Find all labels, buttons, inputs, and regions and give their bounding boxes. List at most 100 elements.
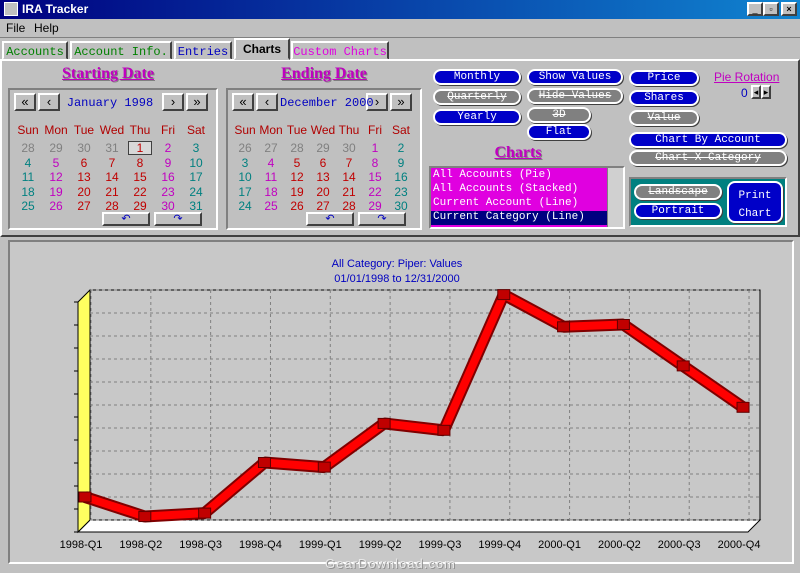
calendar-day[interactable]: 27 [316,199,330,213]
button[interactable]: Show Values [527,69,623,85]
list-item[interactable]: All Accounts (Pie) [433,169,552,181]
calendar-day[interactable]: 27 [264,141,278,155]
calendar-day[interactable]: 10 [189,155,203,170]
undo-button[interactable]: ↷ [358,212,406,226]
calendar-day[interactable]: 15 [133,170,147,184]
undo-button[interactable]: ↷ [154,212,202,226]
nav-button[interactable]: « [232,93,254,111]
calendar-day[interactable]: 8 [136,155,144,170]
calendar-day[interactable]: 15 [368,170,382,184]
nav-button[interactable]: » [186,93,208,111]
button[interactable]: Monthly [433,69,521,85]
button[interactable]: Flat [527,124,591,140]
calendar-day[interactable]: 30 [342,141,356,155]
calendar-day[interactable]: 8 [371,155,379,170]
tab[interactable]: Custom Charts [291,41,389,60]
button[interactable]: Price [629,70,699,86]
button[interactable]: 3D [527,107,591,123]
calendar-day[interactable]: 25 [264,199,278,213]
undo-button[interactable]: ↶ [102,212,150,226]
spin-button[interactable]: ◂ [751,85,761,99]
calendar-day[interactable]: 28 [21,141,35,155]
calendar-day[interactable]: 29 [49,141,63,155]
tab[interactable]: Charts [234,38,290,60]
button[interactable]: Portrait [634,203,722,219]
spin-button[interactable]: ▸ [761,85,771,99]
calendar-day[interactable]: 4 [24,155,32,170]
calendar-day[interactable]: 30 [394,199,408,213]
calendar-day[interactable]: 21 [342,184,356,199]
button[interactable]: Landscape [634,184,722,200]
calendar-day[interactable]: 25 [21,199,35,213]
menu-item[interactable]: File [6,21,26,35]
print-button[interactable]: Print Chart [727,181,783,223]
list-item[interactable]: All Accounts (Stacked) [433,183,579,195]
calendar-day[interactable]: 26 [49,199,63,213]
calendar-day[interactable]: 18 [264,184,278,199]
calendar-day[interactable]: 17 [238,184,252,199]
calendar-day[interactable]: 28 [342,199,356,213]
calendar-day[interactable]: 7 [345,155,353,170]
tab[interactable]: Entries [174,41,232,60]
calendar-day[interactable]: 30 [161,199,175,213]
calendar-day[interactable]: 11 [21,170,35,184]
calendar-day[interactable]: 2 [164,141,172,155]
calendar-day[interactable]: 31 [189,199,203,213]
calendar-day[interactable]: 1 [128,141,152,155]
calendar-day[interactable]: 21 [105,184,119,199]
button[interactable]: Yearly [433,109,521,125]
calendar-day[interactable]: 20 [316,184,330,199]
calendar-day[interactable]: 12 [290,170,304,184]
button[interactable]: Hide Values [527,88,623,104]
nav-button[interactable]: » [390,93,412,111]
calendar-day[interactable]: 6 [319,155,327,170]
calendar-day[interactable]: 12 [49,170,63,184]
calendar-day[interactable]: 28 [105,199,119,213]
calendar-day[interactable]: 10 [238,170,252,184]
button[interactable]: Shares [629,90,699,106]
calendar-day[interactable]: 4 [267,155,275,170]
calendar-day[interactable]: 27 [77,199,91,213]
calendar-day[interactable]: 16 [161,170,175,184]
minimize-button[interactable]: _ [747,2,763,16]
calendar-day[interactable]: 19 [49,184,63,199]
calendar-day[interactable]: 20 [77,184,91,199]
nav-button[interactable]: › [162,93,184,111]
calendar-day[interactable]: 29 [368,199,382,213]
calendar-day[interactable]: 18 [21,184,35,199]
calendar-day[interactable]: 1 [371,141,379,155]
nav-button[interactable]: « [14,93,36,111]
calendar-day[interactable]: 30 [77,141,91,155]
calendar-day[interactable]: 16 [394,170,408,184]
tab[interactable]: Accounts [2,41,68,60]
calendar-day[interactable]: 24 [189,184,203,199]
calendar-day[interactable]: 9 [164,155,172,170]
calendar-day[interactable]: 9 [397,155,405,170]
button[interactable]: Chart X Category [629,150,787,166]
calendar-day[interactable]: 2 [397,141,405,155]
calendar-day[interactable]: 17 [189,170,203,184]
list-item[interactable]: Current Account (Line) [433,197,579,209]
calendar-day[interactable]: 3 [241,155,249,170]
nav-button[interactable]: ‹ [38,93,60,111]
calendar-day[interactable]: 23 [394,184,408,199]
calendar-day[interactable]: 7 [108,155,116,170]
close-button[interactable]: × [781,2,797,16]
calendar-day[interactable]: 22 [133,184,147,199]
undo-button[interactable]: ↶ [306,212,354,226]
button[interactable]: Chart By Account [629,132,787,148]
maximize-button[interactable]: ▫ [763,2,779,16]
button[interactable]: Value [629,110,699,126]
calendar-day[interactable]: 5 [52,155,60,170]
tab[interactable]: Account Info. [70,41,172,60]
calendar-day[interactable]: 19 [290,184,304,199]
calendar-day[interactable]: 26 [238,141,252,155]
list-item[interactable]: Current Category (Line) [431,211,607,225]
calendar-day[interactable]: 29 [133,199,147,213]
calendar-day[interactable]: 5 [293,155,301,170]
calendar-day[interactable]: 6 [80,155,88,170]
calendar-day[interactable]: 3 [192,141,200,155]
nav-button[interactable]: › [366,93,388,111]
calendar-day[interactable]: 24 [238,199,252,213]
calendar-day[interactable]: 13 [316,170,330,184]
